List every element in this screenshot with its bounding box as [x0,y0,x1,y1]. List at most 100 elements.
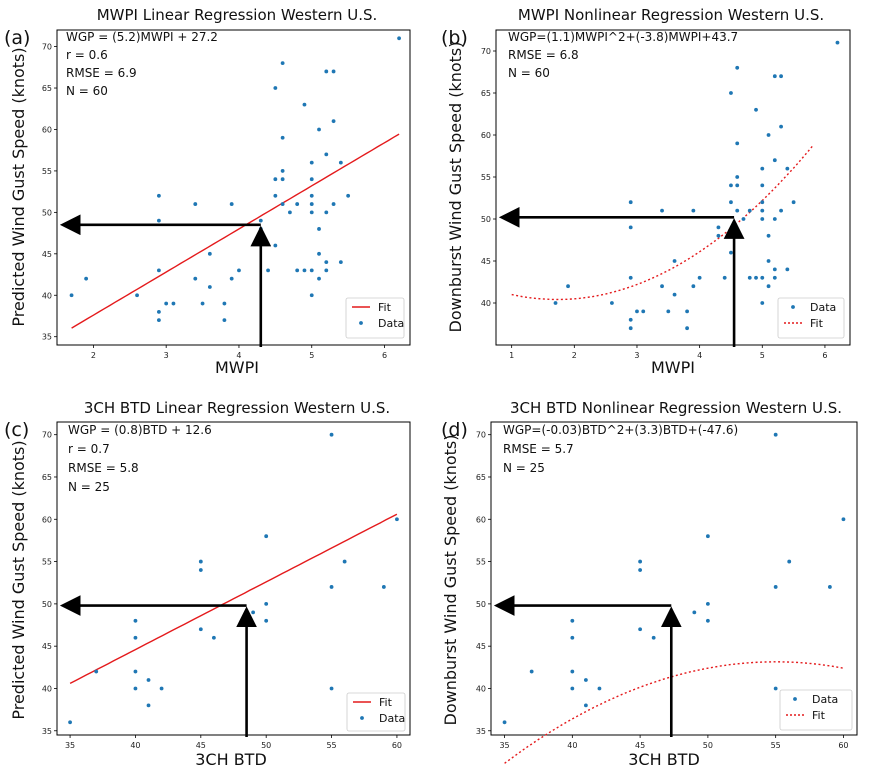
legend-box [779,689,853,731]
x-tick-label: 35 [499,741,509,750]
data-point [766,259,771,263]
data-point [280,135,285,140]
data-point [133,686,138,691]
x-tick-label: 2 [91,351,96,360]
data-point [735,175,740,179]
data-point [302,102,307,107]
data-point [200,301,205,306]
data-point [229,276,234,281]
data-point [258,227,263,231]
data-point [638,627,643,632]
data-point [660,208,664,213]
data-point [329,585,334,589]
x-axis-label: MWPI [651,358,695,377]
data-point [785,267,790,272]
legend-label: Fit [810,317,824,330]
data-point [772,275,777,280]
data-point [229,202,234,206]
legend-label: Data [378,317,404,330]
data-point [198,568,203,572]
data-point [324,260,329,265]
data-point [264,534,269,539]
data-point [705,618,710,623]
x-tick-label: 35 [65,741,75,750]
stats-line: RMSE = 5.8 [68,461,139,475]
data-point [317,227,321,231]
data-point [264,601,269,606]
data-point [338,160,343,165]
data-point [697,275,702,280]
data-point [193,202,198,206]
data-point [597,686,602,691]
data-point [787,559,792,564]
data-point [211,635,216,640]
data-point [772,217,777,221]
y-axis-label: Predicted Wind Gust Speed (knots) [9,47,28,326]
stats-line: N = 25 [68,480,110,494]
data-point [94,669,99,674]
data-point [280,202,285,206]
x-tick-label: 40 [130,741,140,750]
data-point [309,202,314,206]
stats-line: WGP = (5.2)MWPI + 27.2 [66,30,218,44]
plot-frame [495,29,851,346]
data-point [735,141,740,146]
data-point [317,127,321,132]
x-tick-label: 55 [771,741,781,750]
y-axis-label: Downburst Wind Gust Speed (knots) [441,435,460,726]
data-point [638,559,643,564]
data-point [207,285,212,289]
x-tick-label: 3 [164,351,169,360]
plot-frame [56,421,411,736]
x-tick-label: 55 [326,741,336,750]
panel-label: (a) [4,27,30,49]
legend-label: Fit [378,301,392,314]
stats-line: N = 25 [503,461,545,475]
data-point [785,166,790,171]
data-point [266,268,270,273]
legend-label: Data [810,301,836,314]
legend: Data Fit [777,297,845,339]
data-point [628,326,633,331]
x-tick-label: 60 [392,741,402,750]
data-point [628,200,633,205]
legend: Data Fit [779,689,853,731]
x-tick-label: 1 [509,351,514,360]
data-point [772,267,777,272]
data-point [273,86,278,90]
y-tick-label: 60 [42,125,52,134]
data-point [264,618,269,623]
panel-label: (d) [441,419,468,441]
x-tick-label: 50 [703,741,713,750]
chart-panel-b: MWPI Nonlinear Regression Western U.S. (b… [441,6,851,377]
data-point [760,275,765,280]
x-tick-label: 4 [697,351,702,360]
chart-panel-c: 3CH BTD Linear Regression Western U.S. (c… [4,399,411,769]
y-tick-label: 55 [42,167,52,176]
data-point [324,210,329,215]
x-tick-label: 40 [567,741,577,750]
data-point [309,293,314,298]
data-point [324,152,329,157]
plot-frame [56,29,411,346]
legend-data-swatch [793,697,797,701]
legend-box [345,297,405,339]
data-point [342,559,347,564]
y-tick-label: 70 [476,431,486,440]
data-point [329,686,334,691]
data-point [685,326,689,331]
panel-label: (b) [441,27,468,49]
y-tick-label: 60 [481,131,491,140]
data-point [583,703,588,708]
y-tick-label: 55 [476,558,486,567]
data-point [146,678,151,682]
chart-title: MWPI Nonlinear Regression Western U.S. [518,6,824,24]
x-axis-label: MWPI [215,358,259,377]
data-point [691,208,696,213]
y-tick-label: 45 [42,250,52,259]
data-point [651,635,656,640]
x-tick-label: 45 [196,741,206,750]
data-point [729,250,733,255]
data-point [317,276,321,281]
data-point [773,585,778,589]
